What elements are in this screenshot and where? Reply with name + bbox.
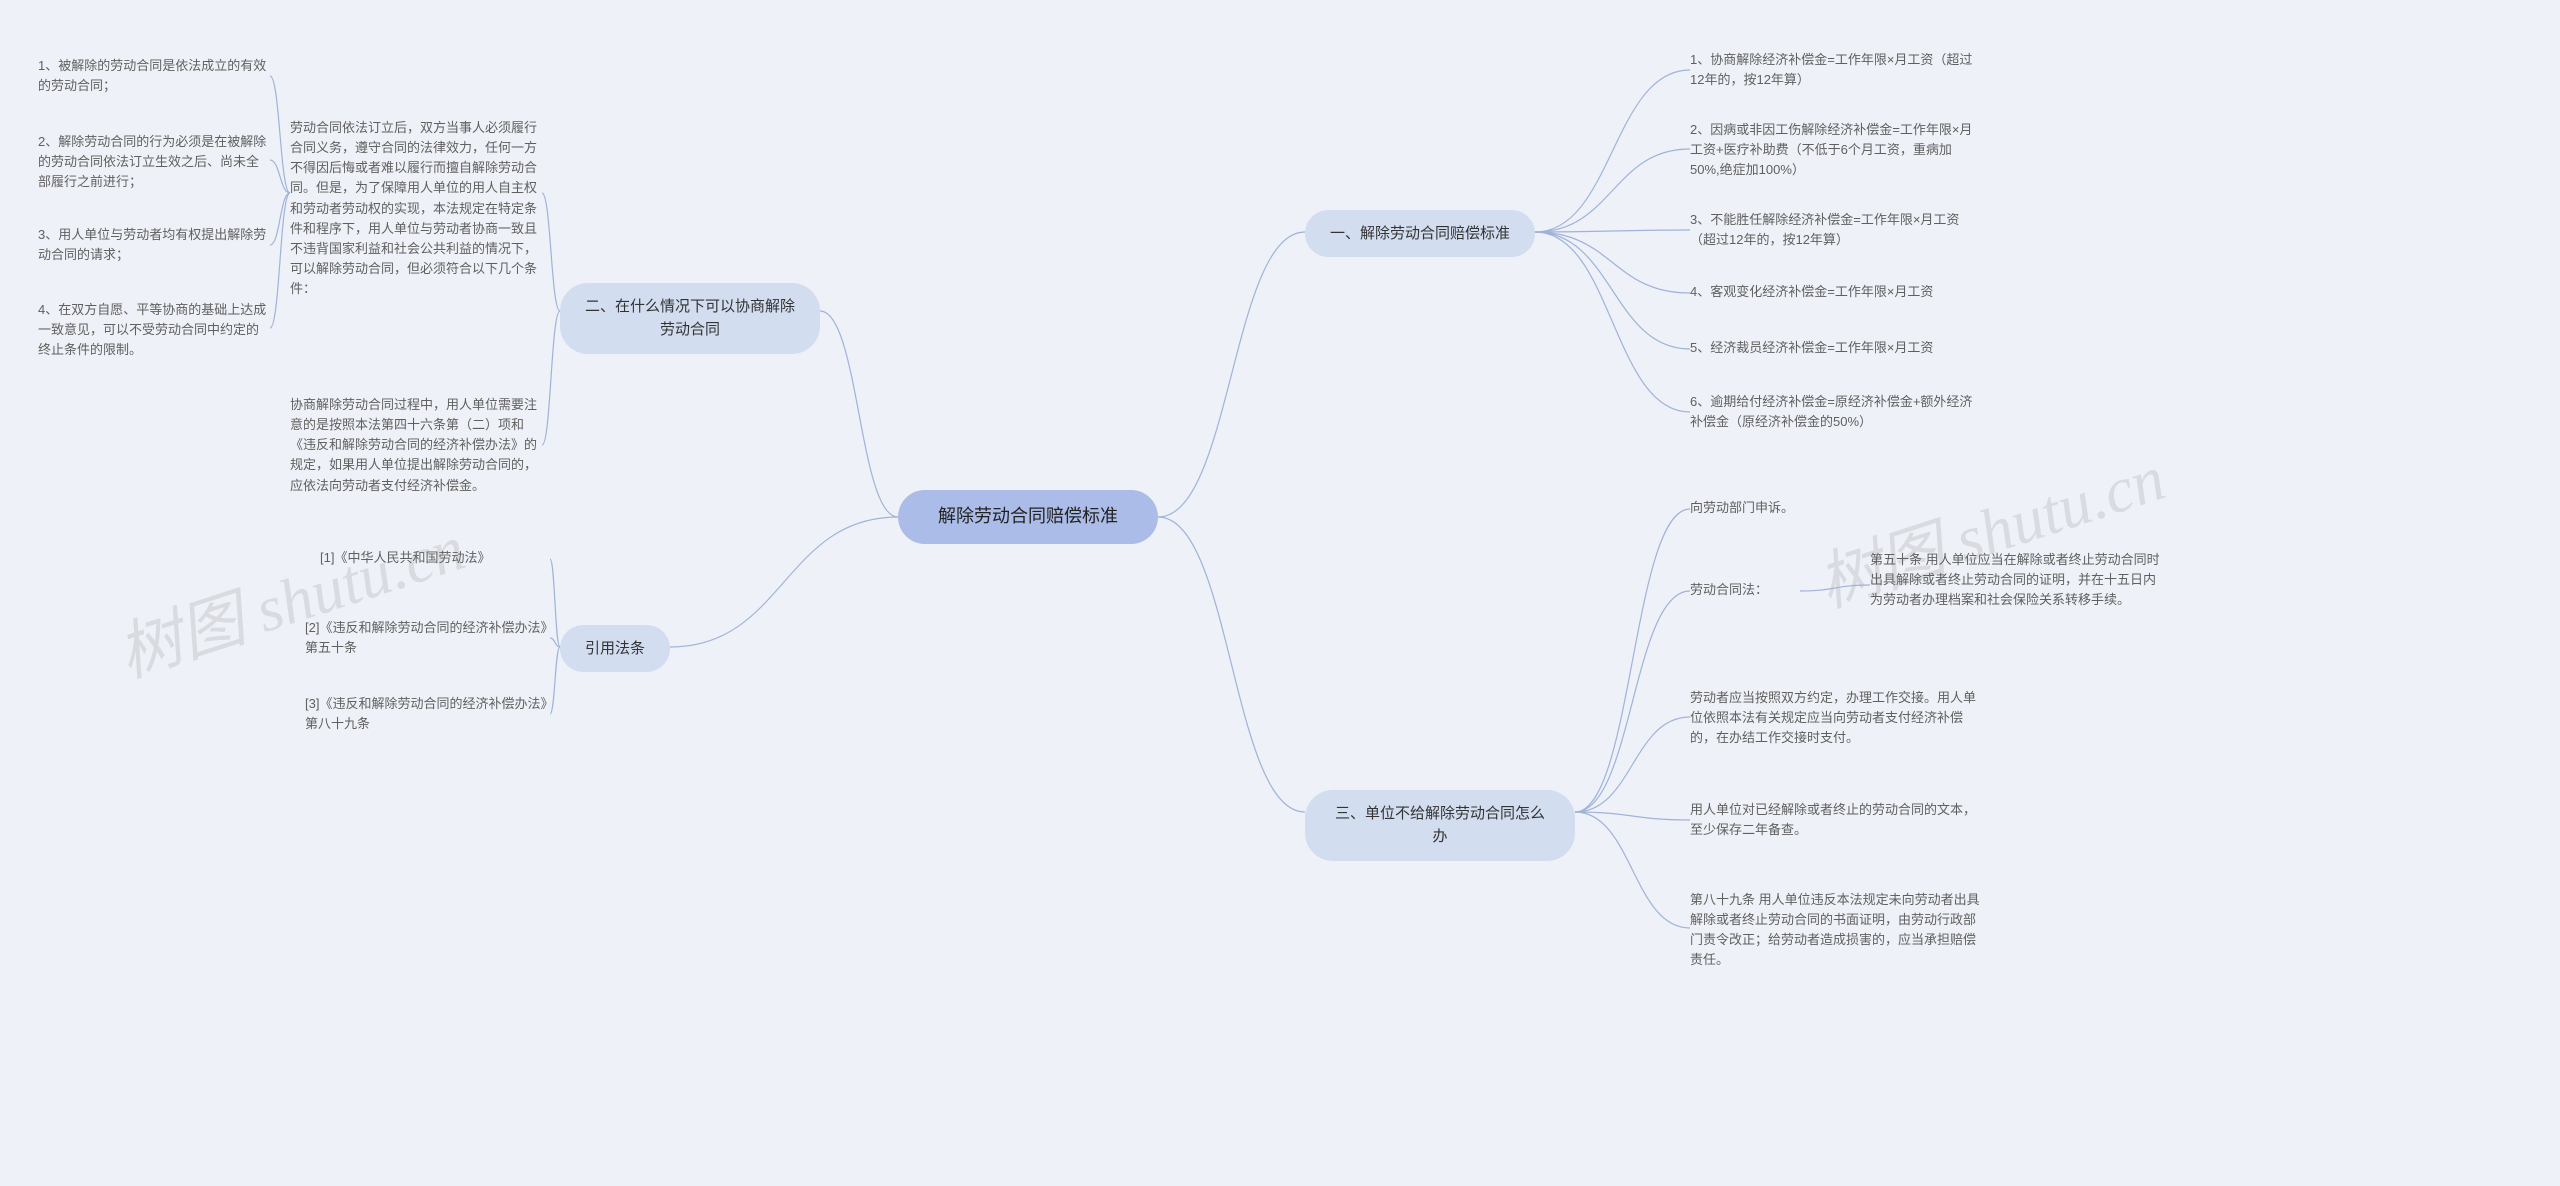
mindmap-canvas: { "colors": { "background": "#eef1f7", "… xyxy=(0,0,2560,1186)
leaf-node: 劳动者应当按照双方约定，办理工作交接。用人单位依照本法有关规定应当向劳动者支付经… xyxy=(1690,688,1980,748)
leaf-node: 协商解除劳动合同过程中，用人单位需要注意的是按照本法第四十六条第（二）项和《违反… xyxy=(290,395,542,496)
branch-node[interactable]: 一、解除劳动合同赔偿标准 xyxy=(1305,210,1535,257)
leaf-node: 1、协商解除经济补偿金=工作年限×月工资（超过12年的，按12年算） xyxy=(1690,50,1980,90)
leaf-node: 第八十九条 用人单位违反本法规定未向劳动者出具解除或者终止劳动合同的书面证明，由… xyxy=(1690,890,1980,971)
leaf-node: 用人单位对已经解除或者终止的劳动合同的文本，至少保存二年备查。 xyxy=(1690,800,1980,840)
leaf-node: 2、因病或非因工伤解除经济补偿金=工作年限×月工资+医疗补助费（不低于6个月工资… xyxy=(1690,120,1980,180)
root-label: 解除劳动合同赔偿标准 xyxy=(938,503,1118,531)
watermark: 树图 shutu.cn xyxy=(105,497,475,695)
leaf-node: 5、经济裁员经济补偿金=工作年限×月工资 xyxy=(1690,338,1980,360)
leaf-node: 4、在双方自愿、平等协商的基础上达成一致意见，可以不受劳动合同中约定的终止条件的… xyxy=(38,300,270,360)
leaf-node: [3]《违反和解除劳动合同的经济补偿办法》第八十九条 xyxy=(305,694,550,734)
leaf-node: 1、被解除的劳动合同是依法成立的有效的劳动合同； xyxy=(38,56,270,96)
branch-node[interactable]: 引用法条 xyxy=(560,625,670,672)
branch-node[interactable]: 三、单位不给解除劳动合同怎么办 xyxy=(1305,790,1575,861)
leaf-node: 向劳动部门申诉。 xyxy=(1690,498,1980,520)
root-node[interactable]: 解除劳动合同赔偿标准 xyxy=(898,490,1158,544)
branch-node[interactable]: 二、在什么情况下可以协商解除劳动合同 xyxy=(560,283,820,354)
leaf-node: 2、解除劳动合同的行为必须是在被解除的劳动合同依法订立生效之后、尚未全部履行之前… xyxy=(38,132,270,192)
leaf-node: 6、逾期给付经济补偿金=原经济补偿金+额外经济补偿金（原经济补偿金的50%） xyxy=(1690,392,1980,432)
leaf-node: 3、用人单位与劳动者均有权提出解除劳动合同的请求； xyxy=(38,225,270,265)
leaf-node: [2]《违反和解除劳动合同的经济补偿办法》第五十条 xyxy=(305,618,550,658)
leaf-node: 劳动合同依法订立后，双方当事人必须履行合同义务，遵守合同的法律效力，任何一方不得… xyxy=(290,118,542,299)
leaf-node: [1]《中华人民共和国劳动法》 xyxy=(320,548,550,570)
leaf-node: 劳动合同法： xyxy=(1690,580,1800,602)
leaf-node: 4、客观变化经济补偿金=工作年限×月工资 xyxy=(1690,282,1980,304)
leaf-node: 3、不能胜任解除经济补偿金=工作年限×月工资（超过12年的，按12年算） xyxy=(1690,210,1980,250)
leaf-node: 第五十条 用人单位应当在解除或者终止劳动合同时出具解除或者终止劳动合同的证明，并… xyxy=(1870,550,2160,620)
